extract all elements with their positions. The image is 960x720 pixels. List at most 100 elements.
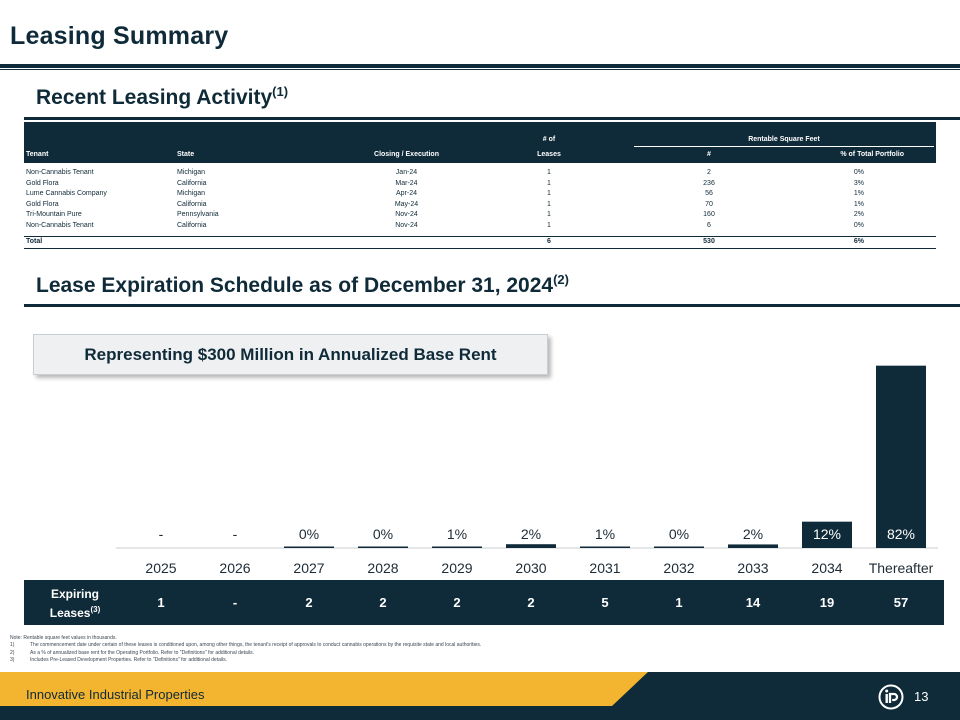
cell-leases: 1 <box>547 179 551 187</box>
cell-tenant: Lume Cannabis Company <box>26 190 107 197</box>
data-label-2033: 2% <box>743 526 763 542</box>
expiring-leases-label: Expiring Leases(3) <box>32 587 118 621</box>
footnotes: Note: Rentable square feet values in tho… <box>10 635 481 664</box>
expiration-schedule-title-text: Lease Expiration Schedule as of December… <box>36 274 554 297</box>
tick-label-2026: 2026 <box>219 560 250 576</box>
cell-sf: 2 <box>707 169 711 176</box>
expiration-schedule-note-ref: (2) <box>553 272 569 287</box>
data-label-2025: - <box>159 526 164 542</box>
title-rule-thin <box>0 69 960 70</box>
data-label-2029: 1% <box>447 526 467 542</box>
cell-tenant: Gold Flora <box>26 200 59 208</box>
cell-state: Pennsylvania <box>177 211 219 218</box>
cell-leases: 1 <box>547 221 551 229</box>
cell-state: California <box>177 179 207 187</box>
col-header-rsf-pct: % of Total Portfolio <box>840 151 904 158</box>
company-logo-icon <box>878 684 904 710</box>
expiration-schedule-rule <box>24 304 960 307</box>
footnote-text: Includes Pre-Leased Development Properti… <box>30 656 227 663</box>
tick-label-2031: 2031 <box>589 560 620 576</box>
cell-pct: 1% <box>853 190 864 197</box>
bar-2028 <box>358 546 408 548</box>
cell-sf: 70 <box>705 200 713 208</box>
cell-state: Michigan <box>177 169 206 176</box>
expiring-leases-value: - <box>232 595 238 610</box>
col-header-rsf-num: # <box>707 151 711 158</box>
lease-table-row: Non-Cannabis Tenant California Nov-24 1 6 0% <box>24 221 936 232</box>
cell-closing: Mar-24 <box>395 179 418 187</box>
tick-label-2033: 2033 <box>737 560 768 576</box>
expiring-leases-value: 2 <box>305 595 313 610</box>
col-header-tenant: Tenant <box>26 151 49 158</box>
cell-state: California <box>177 200 207 208</box>
cell-sf: 160 <box>703 211 715 218</box>
expiring-leases-label-text: Expiring Leases <box>49 587 99 620</box>
cell-sf: 6 <box>707 221 711 229</box>
tick-label-2027: 2027 <box>293 560 324 576</box>
bar-2030 <box>506 544 556 548</box>
expiring-leases-value: 14 <box>745 595 761 610</box>
cell-closing: Nov-24 <box>395 221 418 229</box>
cell-pct: 2% <box>853 211 864 218</box>
data-label-2030: 2% <box>521 526 541 542</box>
cell-tenant: Gold Flora <box>26 179 59 187</box>
cell-leases: 1 <box>547 211 551 218</box>
recent-leasing-rule <box>24 117 960 120</box>
lease-table-row: Gold Flora California May-24 1 70 1% <box>24 200 936 211</box>
cell-tenant: Non-Cannabis Tenant <box>26 169 94 176</box>
cell-sf: 236 <box>703 179 715 187</box>
footnote-list: 1) The commencement date under certain of… <box>10 642 481 664</box>
cell-closing: Apr-24 <box>395 190 417 197</box>
total-leases: 6 <box>547 238 551 245</box>
cell-closing: Nov-24 <box>395 211 418 218</box>
bar-2032 <box>654 546 704 548</box>
cell-state: Michigan <box>177 190 206 197</box>
cell-sf: 56 <box>705 190 713 197</box>
tick-label-2032: 2032 <box>663 560 694 576</box>
col-header-closing: Closing / Execution <box>374 151 439 158</box>
cell-pct: 1% <box>853 200 864 208</box>
total-sf: 530 <box>703 238 715 245</box>
tick-label-2034: 2034 <box>811 560 842 576</box>
bar-thereafter <box>876 365 926 548</box>
footnote-item: 2) As a % of annualized base rent for the… <box>10 650 481 657</box>
col-header-state: State <box>177 151 195 158</box>
expiring-leases-value: 1 <box>157 595 165 610</box>
footnote-number: 3) <box>10 656 15 663</box>
expiring-leases-value: 1 <box>675 595 683 610</box>
page-number: 13 <box>914 689 929 704</box>
lease-table-row: Gold Flora California Mar-24 1 236 3% <box>24 179 936 190</box>
recent-leasing-title-text: Recent Leasing Activity <box>36 86 273 109</box>
abr-callout: Representing $300 Million in Annualized … <box>33 334 548 375</box>
cell-pct: 3% <box>853 179 864 187</box>
expiring-leases-value: 5 <box>601 595 609 610</box>
tick-label-thereafter: Thereafter <box>869 560 934 576</box>
lease-table-row: Tri-Mountain Pure Pennsylvania Nov-24 1 160 2… <box>24 210 936 221</box>
expiring-leases-strip: Expiring Leases(3) 1 - 2 2 2 2 5 1 14 19 57 <box>24 580 944 625</box>
bar-2029 <box>432 546 482 548</box>
page-title: Leasing Summary <box>10 22 229 50</box>
data-label-2027: 0% <box>299 526 319 542</box>
expiring-leases-note-ref: (3) <box>90 605 101 614</box>
cell-closing: May-24 <box>394 200 419 208</box>
cell-tenant: Tri-Mountain Pure <box>26 211 82 218</box>
bar-2034 <box>802 521 852 548</box>
expiring-leases-value: 57 <box>893 595 909 610</box>
col-header-rsf-group: Rentable Square Feet <box>748 136 820 143</box>
tick-label-2029: 2029 <box>441 560 472 576</box>
footnote-intro: Note: Rentable square feet values in tho… <box>10 635 117 641</box>
footnote-item: 1) The commencement date under certain of… <box>10 642 481 649</box>
lease-table-row: Lume Cannabis Company Michigan Apr-24 1 56 1% <box>24 189 936 200</box>
expiring-leases-value: 2 <box>527 595 535 610</box>
lease-table-header: Tenant State Closing / Execution # of Le… <box>24 122 936 163</box>
footer-accent <box>612 672 648 706</box>
footer-dark-band <box>648 672 960 706</box>
footnote-item: 3) Includes Pre-Leased Development Proper… <box>10 657 481 664</box>
footnote-text: The commencement date under certain of t… <box>30 642 482 649</box>
cell-leases: 1 <box>547 200 551 208</box>
rsf-group-underline <box>634 146 934 147</box>
cell-leases: 1 <box>547 169 551 176</box>
data-label-2034: 12% <box>813 526 841 542</box>
cell-leases: 1 <box>547 190 551 197</box>
data-label-2028: 0% <box>373 526 393 542</box>
